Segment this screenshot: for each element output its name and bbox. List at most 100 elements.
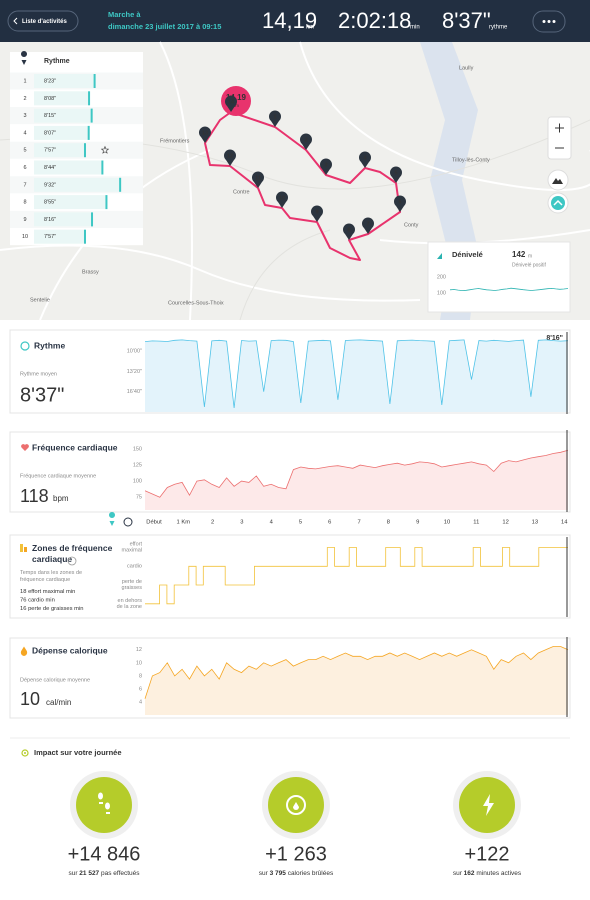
avg-label: Fréquence cardiaque moyenne	[20, 473, 96, 479]
place-label: Frémontiers	[160, 138, 190, 144]
back-icon	[13, 17, 18, 25]
avg-unit: cal/min	[46, 698, 71, 707]
help-icon[interactable]	[67, 556, 77, 566]
pace-bar	[90, 108, 93, 123]
pace-shade	[34, 212, 93, 227]
distance-mode-icon[interactable]	[109, 512, 116, 526]
pace-table-title: Rythme	[44, 58, 70, 65]
impact-total: 21 527	[77, 870, 99, 877]
route-pin[interactable]	[320, 158, 333, 175]
x-tick-label: 12	[502, 520, 508, 526]
zone-stat-label: perte de graisses	[26, 606, 72, 612]
route-pin[interactable]	[311, 205, 324, 222]
route-pin[interactable]	[300, 133, 312, 150]
pace-bar	[93, 74, 96, 88]
back-label[interactable]: Liste d'activités	[22, 19, 67, 25]
duration-unit: min	[410, 25, 420, 31]
text-line: cardiaque	[32, 554, 72, 564]
place-label: Tilloy-lès-Conty	[452, 157, 490, 163]
time-mode-icon[interactable]	[123, 517, 133, 527]
impact-caption: sur 3 795 calories brûlées	[259, 870, 334, 877]
impact-prefix: sur	[68, 870, 78, 877]
pace-label: 8'07"	[44, 130, 56, 136]
back-button[interactable]	[7, 10, 79, 32]
route-pin-label: 2	[304, 137, 307, 143]
zone-stat-unit: min	[44, 597, 55, 603]
impact-suffix: pas effectués	[99, 870, 140, 877]
elevation-total: 142	[512, 250, 526, 259]
impact-icon	[21, 749, 29, 757]
km-label: 5	[23, 148, 26, 154]
impact-total: 3 795	[268, 870, 286, 877]
zones-icon	[20, 544, 23, 552]
route-pin[interactable]	[394, 195, 407, 212]
pace-bar	[119, 177, 122, 192]
clock-icon	[20, 341, 30, 351]
panel-title: Fréquence cardiaque	[32, 442, 118, 452]
route-pin-label: 3	[324, 162, 327, 168]
zone-stat-unit: min	[73, 606, 84, 612]
pace-label: 8'23"	[44, 78, 56, 84]
route-pin[interactable]	[224, 95, 238, 112]
zones-panel	[9, 534, 571, 619]
recenter-icon	[551, 196, 565, 210]
y-tick-label: 100	[133, 479, 142, 485]
terrain-button[interactable]	[547, 169, 569, 191]
route-pin-label: 14	[228, 99, 235, 105]
place-label: Courcelles-Sous-Thoix	[168, 300, 224, 306]
pace-bar	[83, 229, 86, 244]
route	[204, 111, 401, 261]
route-pin[interactable]	[269, 110, 282, 127]
y-tick-label: 4	[139, 699, 142, 705]
route-pin[interactable]	[252, 171, 264, 188]
y-tick-label: 10'00"	[127, 349, 142, 355]
route-pin[interactable]	[224, 149, 237, 166]
pace-shade	[34, 125, 89, 140]
bubble-unit: km	[233, 103, 239, 108]
avg-value: 118	[20, 486, 49, 506]
route-pin[interactable]	[359, 151, 372, 168]
pace-bar	[101, 160, 104, 175]
distance-unit: km	[306, 25, 314, 31]
pace-shade	[34, 108, 92, 123]
route-pin[interactable]	[343, 223, 355, 240]
zone-ticks: effort maximal cardio perte de graisses en de…	[117, 542, 143, 610]
x-tick-label: Début	[146, 520, 162, 526]
avg-label: Rythme moyen	[20, 371, 57, 377]
impact-items: +14 846 sur 21 527 pas effectués +1 263 sur…	[68, 771, 522, 877]
activity-date: dimanche 23 juillet 2017 à 09:15	[108, 22, 221, 31]
route-pin[interactable]	[362, 217, 375, 234]
elevation-icon	[437, 253, 442, 259]
pace-label: 8'44"	[44, 165, 56, 171]
cursor-label: 8'16"	[546, 335, 563, 342]
more-dot	[552, 20, 556, 23]
elevation-unit: m	[528, 253, 532, 259]
pace-label: 8'15"	[44, 113, 56, 119]
more-dot	[542, 20, 546, 23]
km-label: 8	[23, 200, 26, 206]
route-pin[interactable]	[199, 126, 212, 143]
zoom-in[interactable]	[555, 123, 564, 133]
pace-label: 8'08"	[44, 96, 56, 102]
route-pin[interactable]	[390, 166, 403, 183]
route-pin[interactable]	[276, 191, 289, 208]
map-overlay: Laully Tilloy-lès-Conty Frémontiers Conty Co…	[30, 65, 490, 306]
y-tick-label: 125	[133, 463, 142, 469]
more-button[interactable]	[532, 10, 566, 33]
pace-shade	[34, 91, 90, 106]
pace-shade	[34, 195, 107, 210]
y-tick-label: effort maximal	[122, 542, 143, 554]
route-pin-label: 5	[394, 170, 397, 176]
panel-title: Zones de fréquence cardiaque	[32, 543, 113, 564]
impact-value: +122	[464, 843, 509, 865]
x-tick-label: 5	[299, 520, 302, 526]
text-line: maximal	[122, 548, 142, 554]
zone-stat: 76 cardio min	[20, 597, 55, 603]
route-pin-label: 13	[202, 130, 208, 136]
impact-suffix: minutes actives	[475, 870, 522, 877]
avg-value: 8'37"	[20, 384, 64, 406]
impact-total: 162	[462, 870, 475, 877]
place-label: Laully	[459, 65, 474, 71]
